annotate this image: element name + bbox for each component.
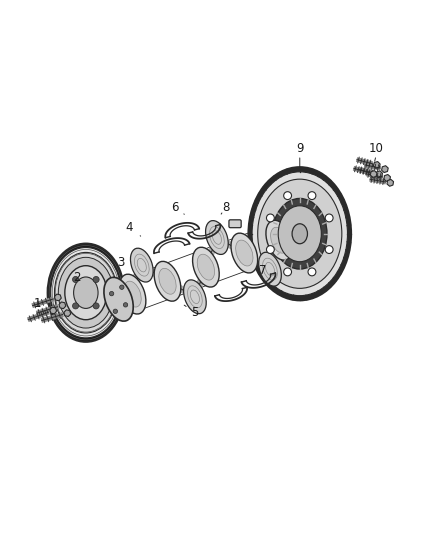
Ellipse shape <box>259 252 281 286</box>
Ellipse shape <box>159 268 176 294</box>
Polygon shape <box>59 302 66 309</box>
Text: 3: 3 <box>117 256 124 269</box>
Circle shape <box>73 277 79 282</box>
Ellipse shape <box>51 247 121 338</box>
Ellipse shape <box>48 244 124 342</box>
Ellipse shape <box>193 247 219 287</box>
Circle shape <box>120 285 124 289</box>
Circle shape <box>110 292 114 296</box>
Polygon shape <box>384 174 390 181</box>
Text: 5: 5 <box>191 306 199 319</box>
Circle shape <box>113 309 117 313</box>
Text: 8: 8 <box>222 201 229 214</box>
Ellipse shape <box>119 274 146 314</box>
Ellipse shape <box>65 265 107 320</box>
Polygon shape <box>64 310 71 317</box>
Ellipse shape <box>248 167 351 300</box>
Circle shape <box>284 192 292 199</box>
Text: 9: 9 <box>296 142 304 155</box>
Ellipse shape <box>258 179 342 288</box>
Ellipse shape <box>74 277 98 309</box>
Circle shape <box>284 268 292 276</box>
Polygon shape <box>387 180 394 186</box>
Ellipse shape <box>231 233 258 273</box>
Ellipse shape <box>252 172 347 296</box>
Ellipse shape <box>272 198 327 269</box>
Polygon shape <box>381 166 388 173</box>
FancyBboxPatch shape <box>229 220 241 228</box>
Ellipse shape <box>292 224 307 244</box>
Circle shape <box>266 214 274 222</box>
Text: 7: 7 <box>259 264 266 277</box>
Ellipse shape <box>271 227 288 253</box>
Polygon shape <box>376 171 382 177</box>
Circle shape <box>308 192 316 199</box>
Ellipse shape <box>124 281 141 307</box>
Ellipse shape <box>278 206 321 262</box>
Ellipse shape <box>266 220 293 260</box>
Circle shape <box>266 246 274 254</box>
Circle shape <box>325 246 333 254</box>
Ellipse shape <box>131 248 153 282</box>
Text: 1: 1 <box>34 297 42 310</box>
Ellipse shape <box>58 257 113 328</box>
Ellipse shape <box>197 254 215 280</box>
Ellipse shape <box>236 240 253 266</box>
Circle shape <box>325 214 333 222</box>
Circle shape <box>308 268 316 276</box>
Ellipse shape <box>104 277 133 321</box>
Text: 4: 4 <box>126 221 133 233</box>
Polygon shape <box>370 171 377 177</box>
Ellipse shape <box>154 261 181 301</box>
Text: 10: 10 <box>369 142 384 155</box>
Ellipse shape <box>54 253 117 333</box>
Circle shape <box>73 303 79 309</box>
Text: 6: 6 <box>172 201 179 214</box>
Circle shape <box>93 303 99 309</box>
Circle shape <box>93 277 99 282</box>
Polygon shape <box>54 294 61 301</box>
Ellipse shape <box>205 221 228 254</box>
Ellipse shape <box>184 280 206 314</box>
Polygon shape <box>374 161 380 168</box>
Polygon shape <box>50 307 57 314</box>
Circle shape <box>124 303 128 307</box>
Text: 2: 2 <box>73 271 81 284</box>
